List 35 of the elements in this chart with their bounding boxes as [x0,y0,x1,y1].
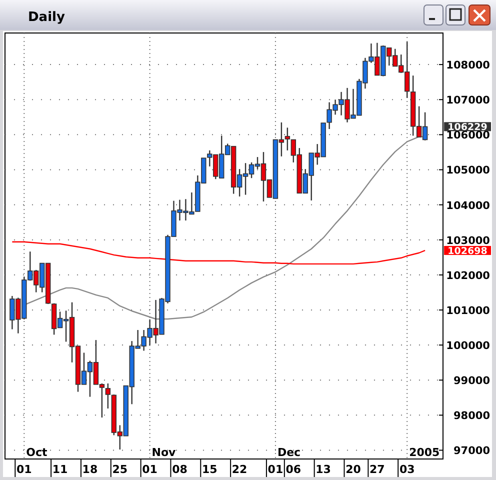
x-tick-label: 01 [16,463,32,476]
y-tick-label: 102000 [446,270,490,282]
x-tick-label: 18 [82,463,98,476]
y-tick-label: 104000 [446,200,490,212]
x-tick-label: 22 [232,463,248,476]
x-tick-label: 01 [142,463,158,476]
y-tick-label: 108000 [446,60,490,72]
x-tick-label: 20 [346,463,362,476]
candlestick [284,127,290,151]
x-tick-label: 13 [316,463,331,476]
y-tick-label: 101000 [446,304,490,317]
y-tick-label: 103000 [446,234,490,247]
y-tick-label: 106000 [446,130,490,142]
annotation: Oct [26,446,48,459]
line-series [12,241,426,265]
y-tick-label: 98000 [453,410,490,422]
x-tick-label: 15 [202,463,218,476]
x-tick-label: 11 [52,463,68,476]
x-tick-label: 25 [112,463,128,476]
annotation: Dec [277,446,301,459]
chart-title: Daily [28,10,66,25]
y-tick-label: 105000 [446,164,490,177]
annotation: Nov [152,446,177,459]
x-tick-label: 27 [370,463,385,476]
annotation: 2005 [409,446,440,459]
candlestick [105,382,111,410]
x-tick-label: 08 [172,463,188,476]
y-tick-label: 99000 [453,375,490,388]
y-tick-label: 107000 [446,94,490,107]
text: 102698 [448,246,488,257]
x-tick-label: 03 [399,463,415,476]
y-tick-label: 100000 [446,340,490,352]
x-tick-label: 01 [268,463,284,476]
x-tick-label: 06 [286,463,302,476]
y-tick-label: 97000 [453,445,490,458]
